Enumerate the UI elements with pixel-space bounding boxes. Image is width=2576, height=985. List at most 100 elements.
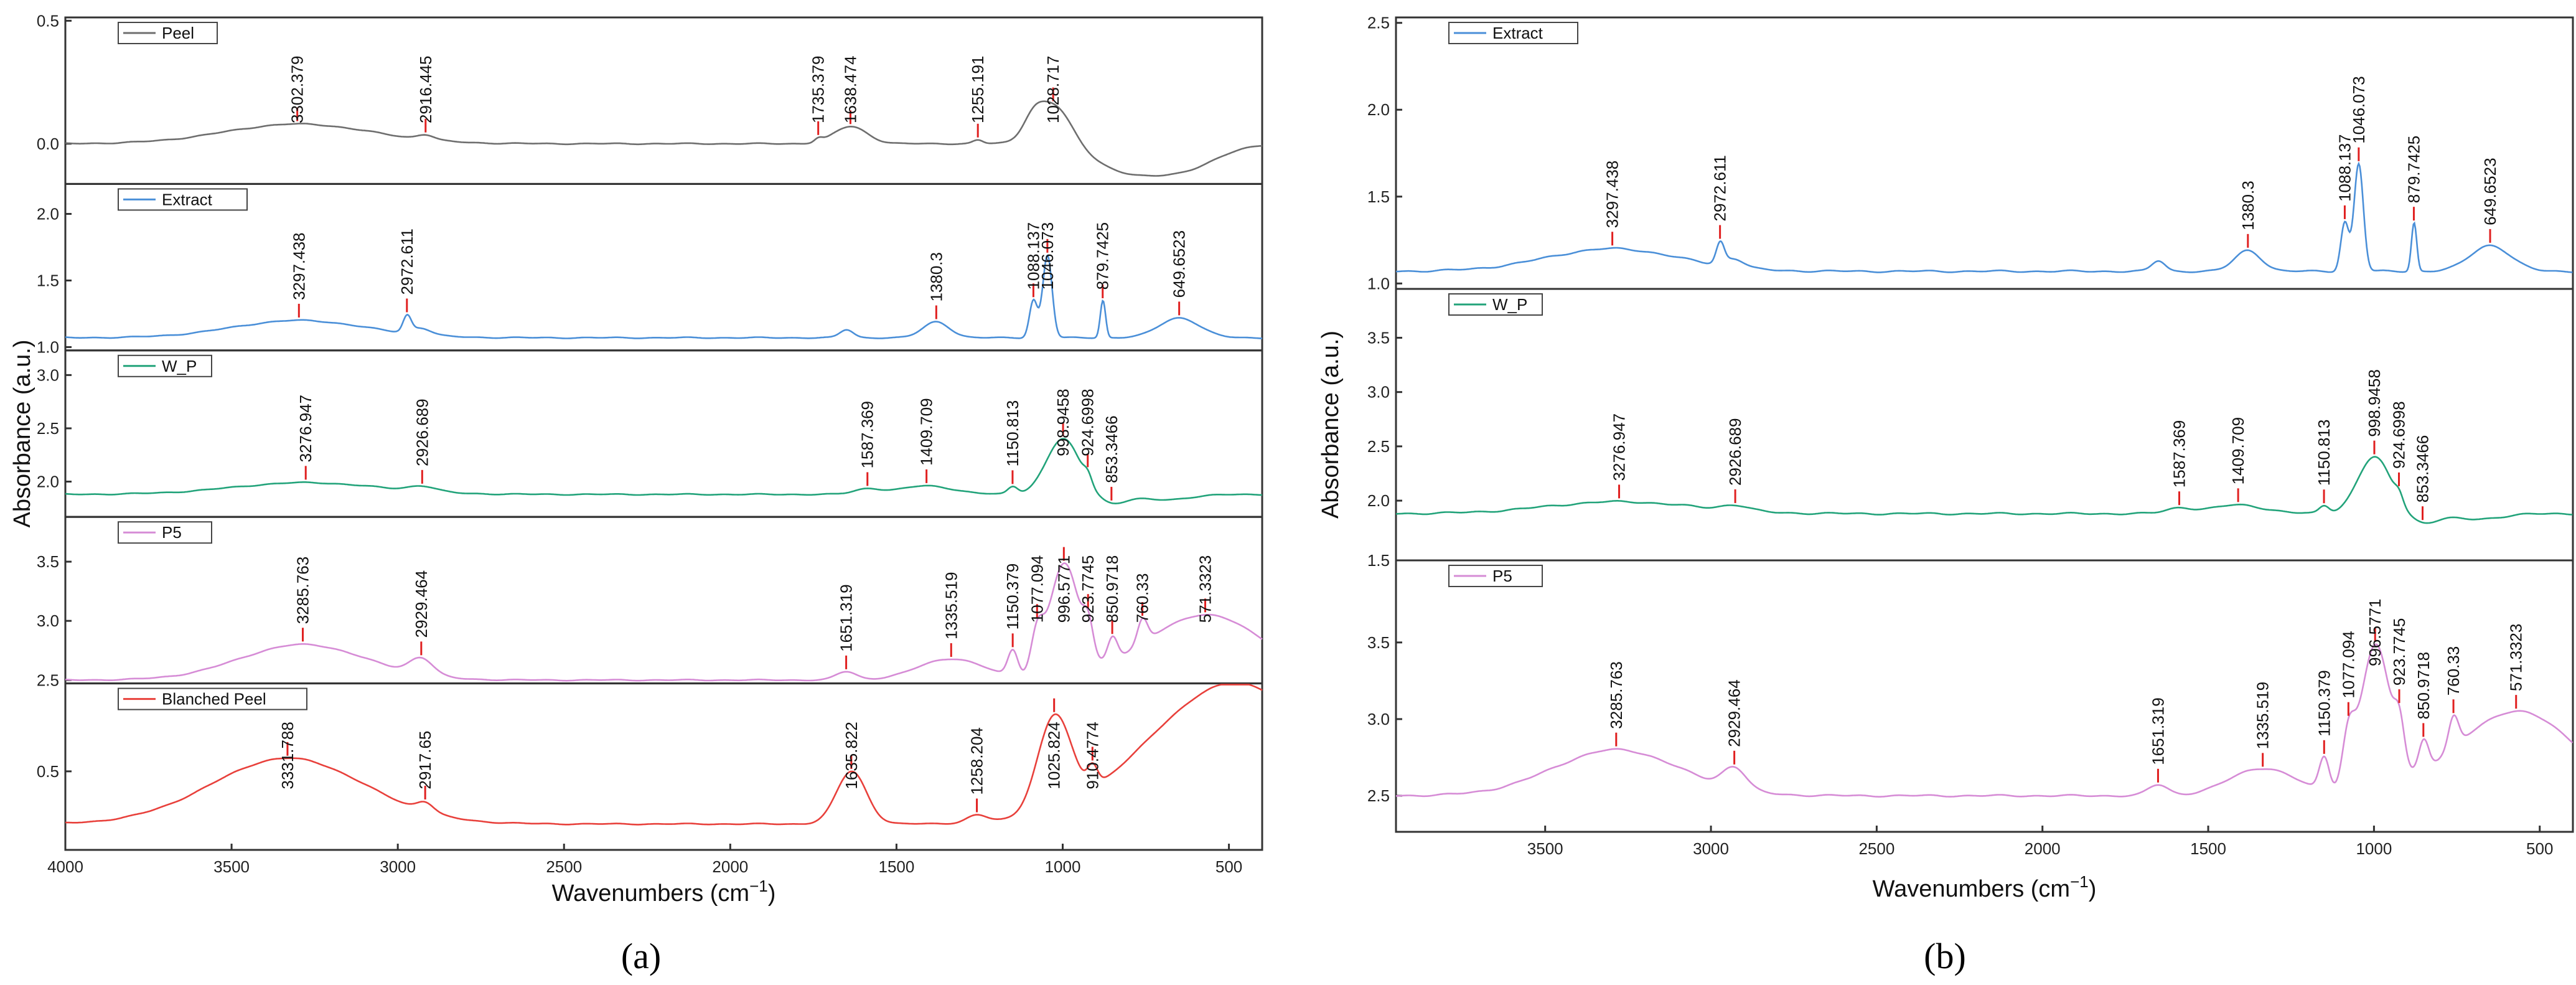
peak-label: 1735.379 [809, 56, 828, 123]
peak-label: 1380.3 [927, 252, 945, 302]
peak-label: 2972.611 [1711, 155, 1730, 222]
panel-a-chart: 0.0 0.5 3302.379 2916.445 1735.379 1638.474 12… [9, 11, 1263, 907]
y-axis-title: Absorbance (a.u.) [9, 339, 35, 527]
y-tick-label: 3.5 [1367, 328, 1390, 347]
peak-label: 853.3466 [2414, 435, 2432, 502]
x-tick-label: 1000 [2356, 839, 2392, 858]
peak-label: 1150.813 [2315, 420, 2333, 486]
subplot-frame [1395, 559, 2574, 833]
peak-label: 649.6523 [1170, 230, 1189, 298]
y-tick-label: 0.0 [37, 134, 59, 153]
x-tick-label: 3000 [380, 857, 416, 876]
panel-b-chart: 1.0 1.5 2.0 2.5 3297.438 2972.611 1380.3 1088.1… [1318, 14, 2574, 902]
peak-label: 998.9458 [2365, 369, 2384, 436]
peak-label: 2917.65 [416, 731, 434, 789]
y-tick-label: 2.0 [37, 205, 59, 224]
x-axis-title: Wavenumbers (cm−1) [552, 877, 776, 907]
x-tick-label: 500 [2526, 839, 2553, 858]
peak-label: 571.3323 [2507, 624, 2526, 691]
subplot-extract: 1.0 1.5 2.0 2.5 3297.438 2972.611 1380.3 1088.1… [1367, 14, 2574, 293]
peak-label: 924.6998 [2390, 401, 2409, 468]
x-tick-label: 1500 [878, 857, 914, 876]
peak-label: 998.9458 [1054, 389, 1072, 456]
x-tick-label: 2000 [712, 857, 748, 876]
peak-label: 1077.094 [1028, 555, 1046, 623]
peak-label: 1638.474 [841, 56, 859, 123]
x-tick-label: 3500 [213, 857, 250, 876]
x-tick-label: 3000 [1693, 839, 1729, 858]
peak-label: 996.5771 [2366, 599, 2384, 666]
peak-label: 1088.137 [1024, 222, 1042, 290]
subplot-peel: 0.0 0.5 3302.379 2916.445 1735.379 1638.474 12… [37, 11, 1263, 185]
x-tick-label: 2500 [1858, 839, 1895, 858]
y-tick-label: 2.0 [1367, 491, 1390, 510]
legend-label: Blanched Peel [162, 690, 266, 709]
y-tick-label: 2.0 [37, 473, 59, 491]
peak-label: 1046.073 [1038, 222, 1057, 290]
peak-label: 996.5771 [1054, 555, 1073, 623]
x-tick-label: 4000 [47, 857, 83, 876]
peak-label: 853.3466 [1102, 415, 1121, 483]
legend-label: Peel [162, 24, 194, 42]
peak-label: 3276.947 [296, 395, 315, 462]
spectrum-line [65, 438, 1262, 505]
y-tick-label: 1.0 [37, 337, 59, 356]
y-tick-label: 1.0 [1367, 274, 1390, 293]
y-axis-title: Absorbance (a.u.) [1318, 331, 1344, 519]
subplot-p5: 2.5 3.0 3.5 3285.763 2929.464 1651.319 1335.51… [37, 516, 1263, 689]
peak-label: 1088.137 [2335, 134, 2354, 201]
x-tick-label: 500 [1215, 857, 1242, 876]
legend-label: P5 [1492, 567, 1512, 585]
peak-label: 1635.822 [842, 722, 861, 789]
peak-label: 923.7745 [1079, 555, 1097, 623]
x-tick-label: 2500 [546, 857, 582, 876]
peak-label: 1046.073 [2349, 76, 2368, 143]
x-axis: 3500 3000 2500 2000 1500 1000 500 [1527, 826, 2553, 858]
y-tick-label: 0.5 [37, 762, 59, 781]
spectrum-line [65, 684, 1263, 826]
x-axis-title: Wavenumbers (cm−1) [1873, 872, 2097, 902]
spectrum-line [1396, 456, 2573, 524]
peak-label: 850.9718 [2414, 652, 2433, 719]
peak-label: 1150.379 [2315, 670, 2333, 737]
peak-label: 2929.464 [1725, 679, 1744, 747]
peak-label: 3285.763 [294, 557, 312, 624]
peak-label: 850.9718 [1103, 555, 1122, 623]
subplot-frame [1395, 16, 2574, 290]
subplot-p5: 2.5 3.0 3.5 1.5 3285.763 2929.464 1651.319 1335… [1367, 551, 2574, 833]
y-tick-label: 1.5 [1367, 551, 1390, 570]
y-tick-label: 3.5 [1367, 633, 1390, 652]
peak-label: 3331.788 [278, 722, 297, 789]
spectrum-line [1395, 643, 2574, 798]
peak-label: 910.4774 [1083, 722, 1102, 789]
x-tick-label: 1500 [2190, 839, 2226, 858]
peak-label: 924.6998 [1079, 389, 1097, 456]
peak-label: 1380.3 [2239, 181, 2257, 230]
legend-label: P5 [162, 523, 182, 542]
y-tick-label: 2.5 [1367, 786, 1390, 805]
peak-label: 1335.519 [2254, 682, 2272, 749]
subplot-w-p: 2.0 2.5 3.0 3276.947 2926.689 1587.369 1409.70… [37, 349, 1263, 518]
subplot-frame [64, 16, 1263, 185]
subplot-blanched-peel: 0.5 3331.788 2917.65 1635.822 1258.204 1025.8… [37, 682, 1263, 851]
y-tick-label: 3.0 [1367, 383, 1390, 402]
peak-label: 3297.438 [1603, 161, 1622, 228]
y-tick-label: 3.0 [1367, 710, 1390, 728]
legend-label: W_P [162, 357, 197, 375]
y-tick-label: 3.5 [37, 552, 59, 571]
peak-label: 760.33 [1133, 573, 1152, 623]
peak-label: 2916.445 [416, 56, 435, 123]
subplot-extract: 1.0 1.5 2.0 3297.438 2972.611 1380.3 1088.1371… [37, 182, 1263, 356]
y-tick-label: 3.0 [37, 365, 59, 384]
peak-label: 2972.611 [398, 229, 416, 295]
peak-label: 1150.813 [1003, 400, 1022, 467]
x-axis: 4000 3500 3000 2500 2000 1500 1000 500 [47, 844, 1242, 876]
peak-label: 1335.519 [942, 572, 960, 639]
peak-label: 879.7425 [2404, 136, 2423, 203]
y-tick-label: 3.0 [37, 611, 59, 630]
peak-label: 1409.709 [2229, 417, 2247, 484]
y-tick-label: 0.5 [37, 11, 59, 30]
peak-label: 649.6523 [2481, 158, 2499, 225]
peak-label: 2926.689 [413, 398, 431, 466]
